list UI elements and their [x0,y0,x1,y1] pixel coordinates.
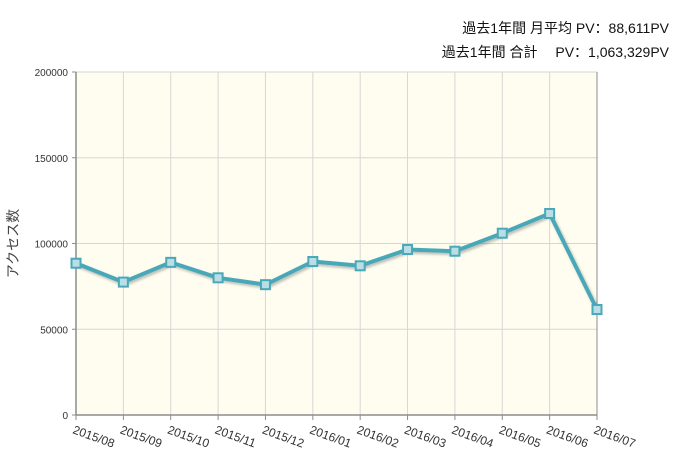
data-point-marker [496,227,508,239]
x-tick-label: 2015/10 [166,423,212,451]
data-point-marker [117,276,129,288]
total-pv: 過去1年間 合計 PV：1,063,329PV [441,44,669,60]
x-tick-label: 2016/01 [308,423,354,451]
x-tick-label: 2015/11 [213,423,258,451]
data-point-marker [354,260,366,272]
x-tick-label: 2016/02 [355,423,401,451]
data-point-marker [165,256,177,268]
y-tick-label: 100000 [35,240,69,251]
data-point-marker [259,279,271,291]
x-tick-label: 2016/04 [450,423,496,451]
data-point-marker [70,257,82,269]
data-point-marker [591,304,603,316]
data-point-marker [402,244,414,256]
x-tick-label: 2015/09 [118,423,164,451]
x-tick-label: 2016/07 [592,423,638,451]
data-point-marker [212,272,224,284]
y-tick-label: 200000 [35,68,69,79]
y-tick-label: 0 [62,411,68,422]
x-tick-label: 2016/03 [403,423,449,451]
monthly-average-pv: 過去1年間 月平均 PV：88,611PV [462,20,669,36]
y-axis-label: アクセス数 [5,209,21,278]
axes [72,71,598,420]
data-point-marker [544,207,556,219]
x-tick-label: 2016/05 [497,423,543,451]
x-tick-label: 2015/08 [71,423,117,451]
x-axis-tick-labels: 2015/08 2015/09 2015/10 2015/11 2015/12 2016/… [71,423,638,451]
data-point-marker [449,245,461,257]
series-access-count [70,207,603,316]
y-tick-label: 50000 [40,325,68,336]
pv-summary: 過去1年間 月平均 PV：88,611PV 過去1年間 合計 PV：1,063,… [442,16,669,64]
y-tick-label: 150000 [35,154,69,165]
x-tick-label: 2015/12 [260,423,306,451]
series-line [74,211,599,312]
x-tick-label: 2016/06 [545,423,591,451]
y-axis-tick-labels: 0 50000 100000 150000 200000 [35,68,69,422]
data-point-marker [307,256,319,268]
